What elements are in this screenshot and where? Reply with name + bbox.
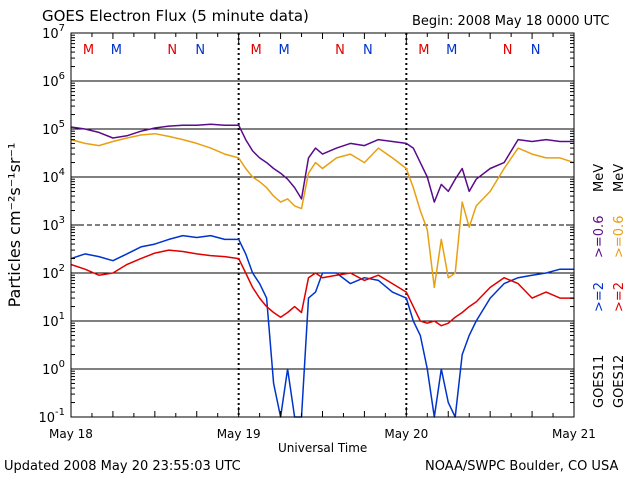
updated-timestamp: Updated 2008 May 20 23:55:03 UTC xyxy=(4,459,241,474)
y-axis-title: Particles cm⁻²s⁻¹sr⁻¹ xyxy=(5,143,24,308)
chart-title: GOES Electron Flux (5 minute data) xyxy=(42,7,309,25)
x-tick-label: May 20 xyxy=(384,427,428,441)
data-series xyxy=(70,123,575,418)
series-line xyxy=(70,123,574,203)
x-tick-label: May 21 xyxy=(552,427,596,441)
marker-m: M xyxy=(278,43,289,58)
y-tick-labels: 10-1 100 101 102 103 104 105 106 107 xyxy=(38,23,65,426)
y-tick-label: 10-1 xyxy=(38,407,65,426)
marker-m: M xyxy=(111,43,122,58)
marker-n: N xyxy=(195,43,205,58)
y-tick-label: 103 xyxy=(42,215,65,234)
marker-m: M xyxy=(251,43,262,58)
axis-ticks xyxy=(70,33,575,418)
legend: GOES11 GOES12 >=2 >=2 >=0.6 >=0.6 MeV Me… xyxy=(592,164,627,408)
y-tick-label: 102 xyxy=(42,263,65,282)
legend-goes11: GOES11 xyxy=(592,355,607,408)
series-line xyxy=(70,249,574,327)
y-tick-label: 107 xyxy=(42,23,65,42)
legend-goes11-low-energy: >=2 xyxy=(612,282,627,312)
marker-m: M xyxy=(418,43,429,58)
x-tick-label: May 18 xyxy=(49,427,93,441)
x-tick-label: May 19 xyxy=(217,427,261,441)
y-tick-label: 106 xyxy=(42,71,65,90)
marker-n: N xyxy=(335,43,345,58)
series-line xyxy=(70,132,575,289)
legend-goes12: GOES12 xyxy=(612,355,627,408)
y-tick-label: 104 xyxy=(42,167,65,186)
legend-goes12-high-energy: >=0.6 xyxy=(592,216,607,258)
series-line xyxy=(70,234,574,418)
legend-goes12-low-energy: >=2 xyxy=(592,282,607,312)
y-tick-label: 101 xyxy=(42,311,65,330)
marker-n: N xyxy=(531,43,541,58)
y-tick-label: 100 xyxy=(42,359,65,378)
marker-n: N xyxy=(167,43,177,58)
legend-goes11-high-energy: >=0.6 xyxy=(612,216,627,258)
horizontal-gridlines xyxy=(71,80,574,370)
x-tick-labels: May 18 May 19 May 20 May 21 xyxy=(49,427,596,441)
legend-unit-2: MeV xyxy=(612,164,627,192)
begin-time: Begin: 2008 May 18 0000 UTC xyxy=(412,14,610,29)
marker-n: N xyxy=(363,43,373,58)
day-boundary-lines xyxy=(237,33,408,417)
marker-m: M xyxy=(83,43,94,58)
legend-unit-1: MeV xyxy=(592,164,607,192)
marker-n: N xyxy=(503,43,513,58)
x-axis-title: Universal Time xyxy=(278,441,368,455)
y-tick-label: 105 xyxy=(42,119,65,138)
credit: NOAA/SWPC Boulder, CO USA xyxy=(425,459,619,474)
marker-m: M xyxy=(446,43,457,58)
